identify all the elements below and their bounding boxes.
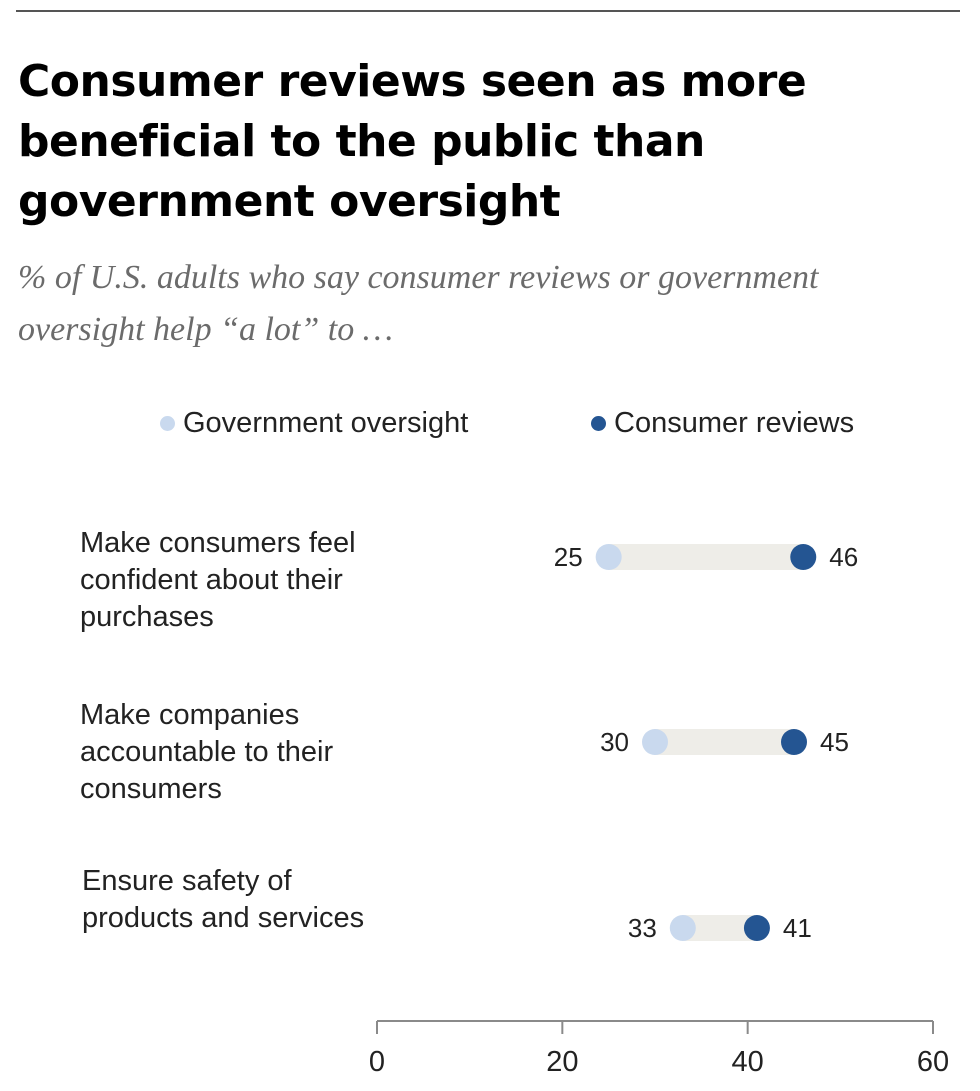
legend-label-government-oversight: Government oversight [183,406,469,439]
x-axis-tick-label-3: 60 [917,1046,949,1078]
government-oversight-dot-0 [595,544,622,570]
consumer-reviews-value-label-1: 45 [820,727,849,757]
x-axis-tick-label-0: 0 [369,1046,385,1078]
row-label-2: Ensure safety of products and services [82,863,442,937]
consumer-reviews-value-label-2: 41 [783,913,812,943]
government-oversight-value-label-0: 25 [554,542,583,572]
range-bar-1 [655,729,794,755]
consumer-reviews-dot-0 [790,544,817,570]
government-oversight-value-label-1: 30 [600,727,629,757]
chart-subtitle: % of U.S. adults who say consumer review… [18,259,819,348]
row-label-2-line-0: Ensure safety of [82,865,292,897]
government-oversight-dot-1 [642,729,668,755]
legend-item-consumer-reviews: Consumer reviews [591,403,854,443]
row-label-0-line-2: purchases [80,601,214,633]
x-axis-tick-label-1: 20 [546,1046,578,1078]
legend-label-consumer-reviews: Consumer reviews [614,406,855,439]
row-label-1-line-1: accountable to their [80,736,334,768]
row-label-1-line-0: Make companies [80,699,300,731]
row-label-0-line-1: confident about their [80,564,343,596]
x-axis-tick-label-2: 40 [732,1046,764,1078]
top-rule [16,10,960,12]
range-bar-0 [608,544,804,570]
legend-dot-consumer-reviews [591,415,606,431]
government-oversight-dot-2 [669,915,696,941]
row-label-0: Make consumers feel confident about thei… [80,525,440,636]
row-label-1: Make companies accountable to their cons… [80,697,440,808]
row-label-1-line-2: consumers [80,773,222,805]
consumer-reviews-dot-2 [743,915,770,941]
legend-dot-government-oversight [160,415,175,431]
row-label-2-line-1: products and services [82,902,365,934]
consumer-reviews-value-label-0: 46 [829,542,858,572]
chart-title: Consumer reviews seen as more beneficial… [18,56,807,227]
government-oversight-value-label-2: 33 [628,913,657,943]
legend-item-government-oversight: Government oversight [160,403,468,443]
row-label-0-line-0: Make consumers feel [80,527,356,559]
consumer-reviews-dot-1 [781,729,807,755]
